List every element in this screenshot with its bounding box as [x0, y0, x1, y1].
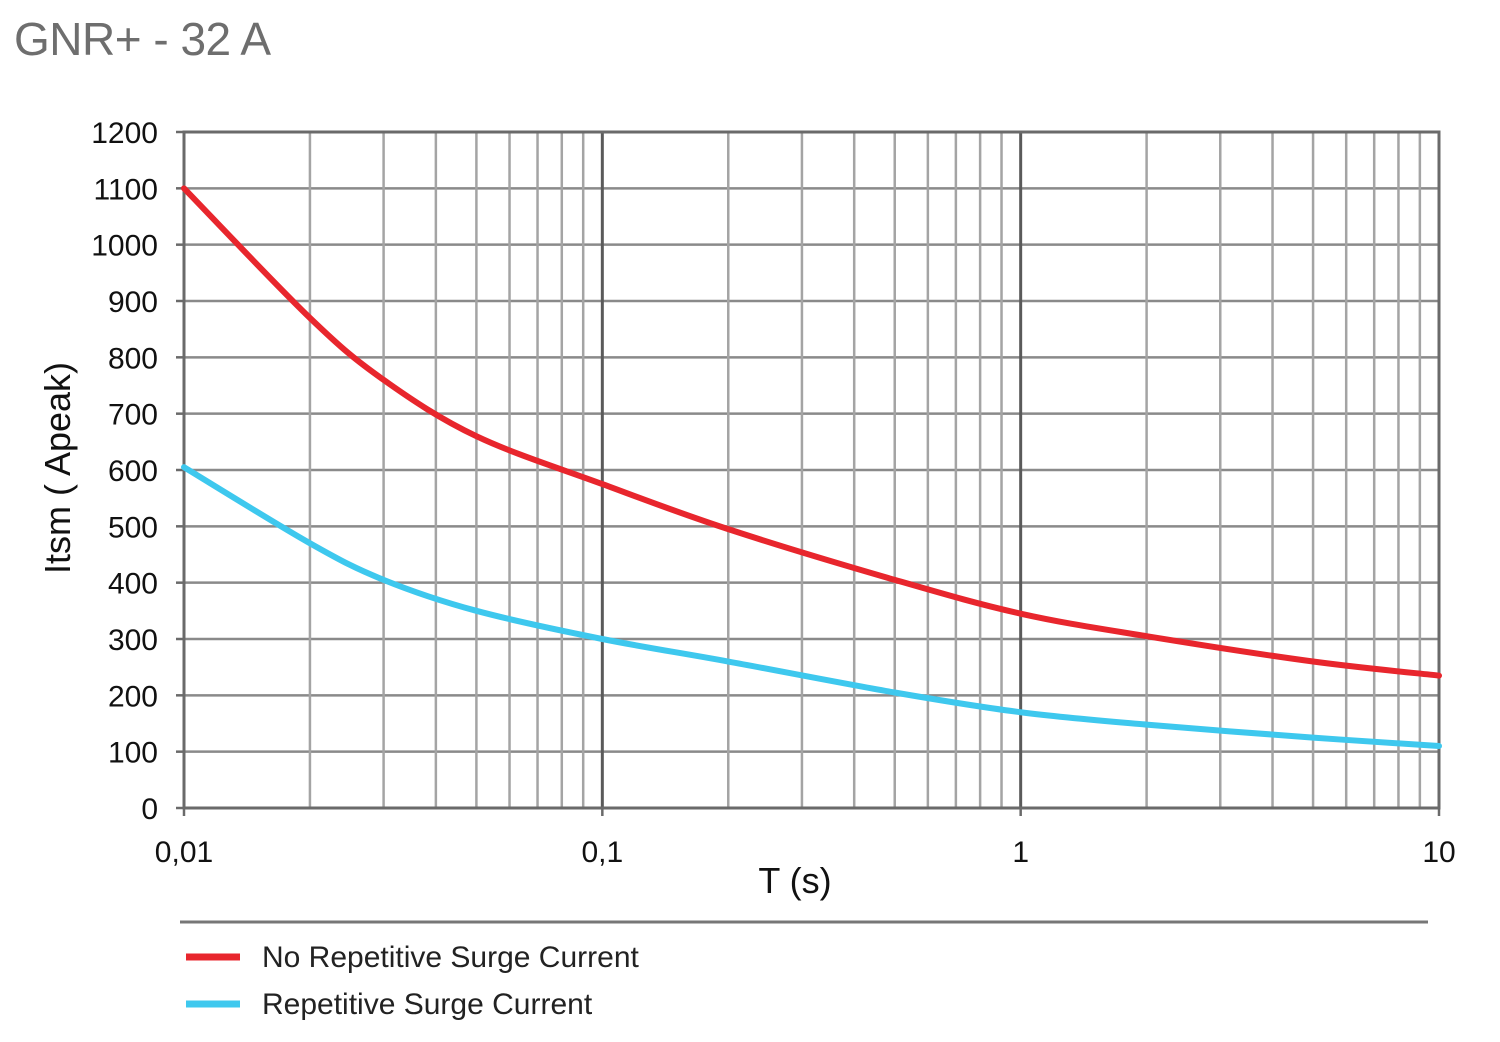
series-line-no-repetitive-surge-current [181, 185, 1442, 679]
series-lines [181, 185, 1442, 750]
y-tick-label: 900 [108, 286, 158, 319]
x-axis-label: T (s) [758, 860, 831, 901]
legend: No Repetitive Surge Current Repetitive Su… [186, 941, 640, 1021]
y-tick-label: 1100 [93, 173, 158, 206]
y-tick-label: 500 [108, 511, 158, 544]
y-tick-label: 0 [141, 793, 158, 826]
series-line-repetitive-surge-current [181, 464, 1442, 750]
chart-title: GNR+ - 32 A [14, 13, 271, 65]
y-tick-label: 800 [108, 342, 158, 375]
y-tick-label: 700 [108, 399, 158, 432]
legend-label-repetitive-surge-current: Repetitive Surge Current [262, 988, 593, 1021]
y-tick-label: 400 [108, 568, 158, 601]
x-tick-label: 0,01 [155, 836, 213, 869]
y-tick-label: 600 [108, 455, 158, 488]
y-tick-label: 200 [108, 680, 158, 713]
y-tick-labels: 0 100 200 300 400 500 600 700 800 900 1000 1100 1200 [91, 117, 158, 826]
legend-label-no-repetitive-surge-current: No Repetitive Surge Current [262, 941, 640, 974]
y-axis-label: Itsm ( Apeak) [37, 362, 78, 574]
x-tick-label: 1 [1012, 836, 1029, 869]
y-tick-label: 300 [108, 624, 158, 657]
y-tick-label: 1000 [91, 230, 158, 263]
x-tick-labels: 0,01 0,1 1 10 [155, 836, 1456, 869]
x-tick-label: 10 [1422, 836, 1455, 869]
y-tick-label: 1200 [91, 117, 158, 150]
x-tick-label: 0,1 [581, 836, 623, 869]
y-tick-label: 100 [108, 737, 158, 770]
grid-major [176, 130, 1441, 816]
grid-minor [184, 130, 1439, 810]
